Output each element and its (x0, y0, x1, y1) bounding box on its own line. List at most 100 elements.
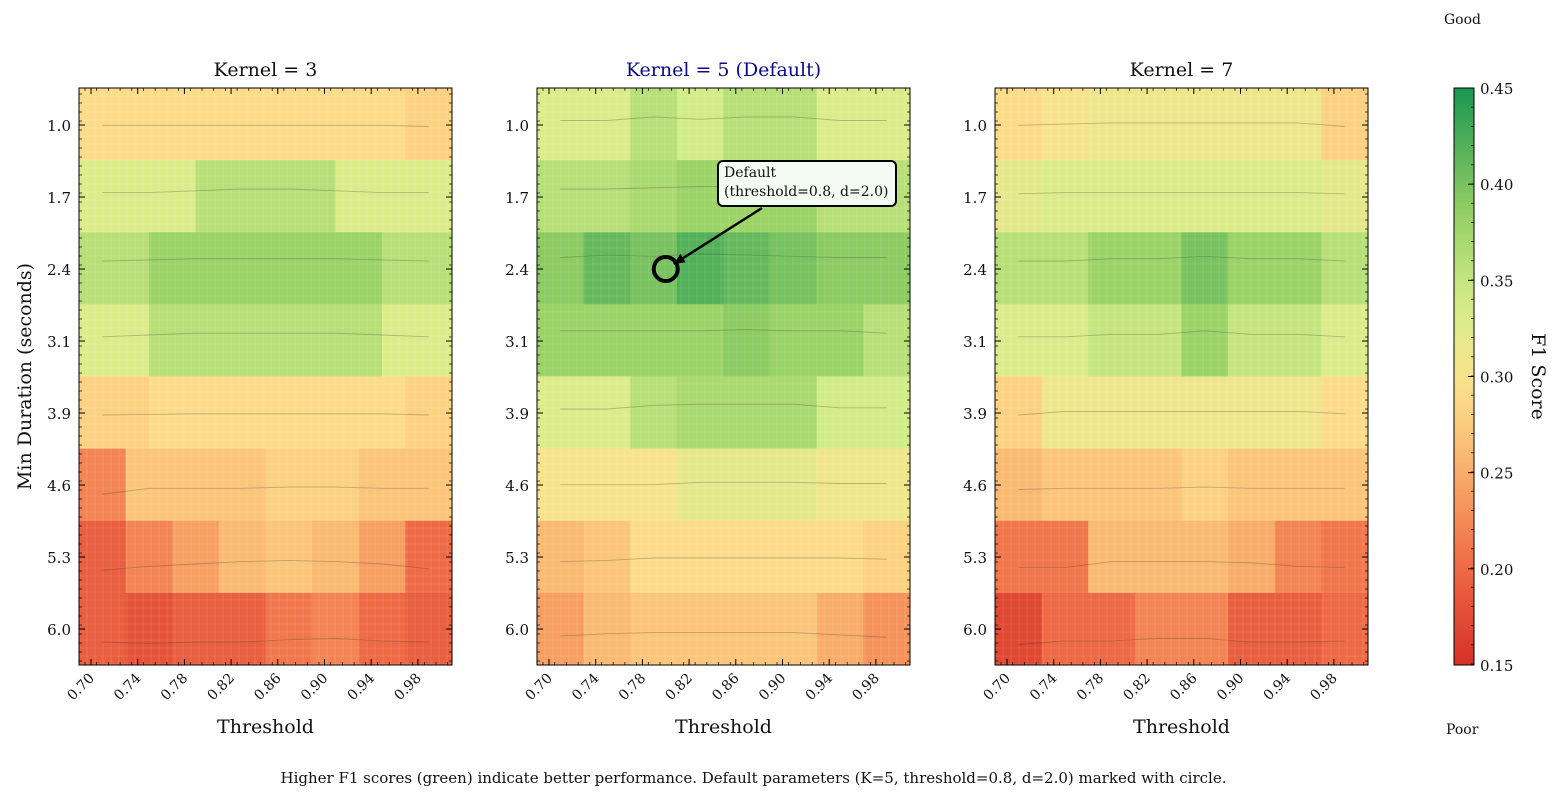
heatmap-cell (405, 232, 430, 305)
heatmap-cell (148, 448, 173, 522)
heatmap-cell (1134, 376, 1159, 450)
heatmap-cell (102, 88, 127, 161)
heatmap-cell (1088, 520, 1112, 594)
x-tick-label: 0.90 (756, 671, 789, 704)
heatmap-cell (1134, 160, 1159, 233)
heatmap-cell (1344, 160, 1369, 233)
y-tick-label: 4.6 (963, 477, 987, 495)
heatmap-cell (172, 592, 196, 666)
heatmap-cell (172, 376, 196, 450)
heatmap-cell (102, 304, 127, 377)
heatmap-cell (1088, 592, 1112, 666)
heatmap-cell (1204, 88, 1229, 161)
contour-line (102, 413, 429, 416)
heatmap-cell (405, 520, 430, 594)
heatmap-cell (265, 304, 290, 377)
contour-lines (560, 116, 887, 638)
heatmap-cell (125, 376, 150, 450)
heatmap-cell (1018, 88, 1043, 161)
heatmap-cell (653, 520, 678, 594)
x-tick-label: 0.74 (1027, 670, 1060, 703)
heatmap-cell (148, 304, 173, 377)
heatmap-cell (1111, 448, 1136, 522)
heatmap-cell (125, 592, 150, 666)
heatmap-cell (676, 376, 701, 450)
heatmap-cell (358, 88, 383, 161)
heatmap-cell (125, 448, 150, 522)
heatmap-cell (816, 232, 841, 305)
y-tick-label: 6.0 (505, 621, 529, 639)
contour-line (102, 332, 429, 338)
y-tick-label: 1.7 (47, 189, 71, 207)
heatmap-cell (335, 520, 360, 594)
heatmap-cell (1064, 304, 1089, 377)
heatmap-cell (583, 88, 608, 161)
heatmap-cell (1251, 520, 1276, 594)
heatmap-cell (148, 232, 173, 305)
heatmap-cell (816, 520, 841, 594)
heatmap-cell (746, 304, 771, 377)
heatmap-cell (265, 232, 290, 305)
heatmap-cell (1111, 88, 1136, 161)
heatmap-cell (1181, 520, 1206, 594)
heatmap-cell (630, 88, 654, 161)
heatmap-cell (537, 448, 561, 522)
heatmap-cell (288, 232, 313, 305)
heatmap-cell (312, 160, 336, 233)
heatmap-cell (770, 520, 794, 594)
x-tick-label: 0.74 (111, 670, 144, 703)
heatmap-cell (405, 592, 430, 666)
heatmap-cell (79, 88, 103, 161)
heatmap-cell (1204, 232, 1229, 305)
heatmap-cell (382, 376, 406, 450)
heatmap-cell (1041, 304, 1066, 377)
heatmap-cell (265, 376, 290, 450)
heatmap-cell (630, 232, 654, 305)
heatmap-cell (630, 376, 654, 450)
x-tick-label: 0.90 (298, 671, 331, 704)
heatmap-cell (560, 232, 585, 305)
heatmap-cell (1018, 232, 1043, 305)
heatmap-cell (1158, 376, 1182, 450)
heatmap-cell (79, 448, 103, 522)
heatmap-cell (172, 520, 196, 594)
heatmap-cell (1158, 592, 1182, 666)
heatmap-cell (102, 160, 127, 233)
heatmap-cell (653, 448, 678, 522)
heatmap-cell (1181, 232, 1206, 305)
heatmap-cell (428, 88, 453, 161)
heatmap-cell (405, 376, 430, 450)
heatmap-cell (358, 376, 383, 450)
x-tick-label: 0.70 (980, 671, 1013, 704)
heatmap-cell (172, 160, 196, 233)
heatmap-cell (1158, 304, 1182, 377)
heatmap-cell (405, 448, 430, 522)
contour-line (102, 638, 429, 644)
heatmap-cell (218, 232, 243, 305)
heatmap-cell (148, 520, 173, 594)
y-tick-label: 4.6 (505, 477, 529, 495)
x-tick-label: 0.70 (522, 671, 555, 704)
heatmap-cell (863, 304, 888, 377)
heatmap-cell (1274, 304, 1299, 377)
heatmap-cell (676, 88, 701, 161)
heatmap-cell (1041, 448, 1066, 522)
heatmap-cell (79, 304, 103, 377)
heatmap-cell (288, 160, 313, 233)
heatmap-cell (606, 304, 631, 377)
heatmap-cell (382, 520, 406, 594)
heatmap-cell (816, 592, 841, 666)
heatmap-cell (886, 376, 911, 450)
panel-frame (536, 87, 911, 666)
contour-line (560, 557, 887, 563)
contour-line (102, 188, 429, 194)
heatmap-cell (242, 88, 266, 161)
heatmap-cell (125, 232, 150, 305)
heatmap-cell (335, 376, 360, 450)
contour-line (102, 258, 429, 262)
heatmap-cell (405, 160, 430, 233)
heatmap-cell (700, 304, 724, 377)
heatmap-cell (428, 448, 453, 522)
heatmap-cell (816, 304, 841, 377)
y-tick-label: 6.0 (963, 621, 987, 639)
